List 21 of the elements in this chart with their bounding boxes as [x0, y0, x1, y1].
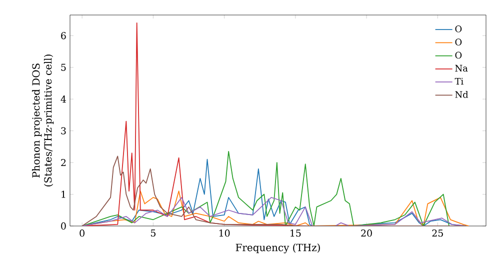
y-tick-label: 1 [62, 190, 66, 198]
y-tick-label: 0 [61, 222, 66, 230]
y-tick-label: 2 [61, 159, 66, 166]
x-tick-label: 25 [432, 230, 443, 237]
y-axis-title: Phonon projected DOS (States/THz·primitive cell) [32, 54, 54, 186]
x-tick-label: 15 [290, 230, 301, 237]
legend-label: Nd [455, 90, 468, 98]
legend-label: O [455, 38, 462, 46]
x-tick-label: 10 [219, 230, 230, 237]
legend-label: Na [455, 64, 468, 72]
legend-label: Ti [454, 78, 464, 85]
y-tick-label: 6 [61, 32, 66, 40]
legend-label: O [455, 26, 462, 32]
y-tick-label: 5 [61, 64, 66, 71]
x-tick-label: 5 [150, 230, 156, 237]
y-tick-label: 4 [60, 96, 66, 103]
x-tick-label: 0 [80, 230, 84, 237]
y-tick-label: 3 [61, 127, 66, 134]
x-axis-title: Frequency (THz) [236, 244, 320, 254]
x-tick-label: 20 [361, 230, 372, 237]
legend-label: O [455, 52, 462, 59]
